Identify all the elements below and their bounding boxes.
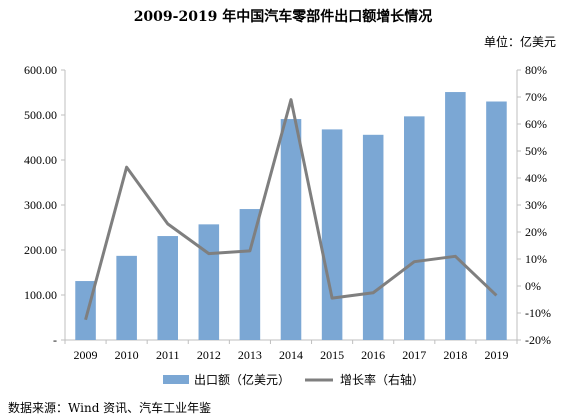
- right-tick-label: 70%: [525, 90, 547, 104]
- right-tick-label: 30%: [525, 198, 547, 212]
- legend-bar-swatch: [163, 375, 189, 384]
- left-tick-label: 400.00: [24, 153, 57, 167]
- left-tick-label: 600.00: [24, 63, 57, 77]
- bar-2011: [157, 236, 178, 340]
- unit-label: 单位：亿美元: [483, 35, 556, 49]
- right-tick-label: -10%: [525, 306, 551, 320]
- bar-2019: [486, 101, 507, 340]
- right-tick-label: 40%: [525, 171, 547, 185]
- bar-2015: [321, 129, 343, 340]
- left-tick-label: 300.00: [24, 198, 57, 212]
- x-tick-label: 2014: [279, 348, 303, 362]
- x-tick-label: 2016: [361, 348, 385, 362]
- chart-title: 2009-2019 年中国汽车零部件出口额增长情况: [133, 9, 433, 25]
- right-tick-label: 50%: [525, 144, 547, 158]
- right-tick-label: 80%: [525, 63, 547, 77]
- bar-2013: [239, 209, 261, 340]
- x-tick-label: 2012: [197, 348, 221, 362]
- x-tick-label: 2019: [484, 348, 508, 362]
- legend-bar-label: 出口额（亿美元）: [194, 372, 290, 387]
- x-tick-label: 2010: [115, 348, 139, 362]
- x-tick-label: 2015: [320, 348, 344, 362]
- right-tick-label: 10%: [525, 252, 547, 266]
- bar-2012: [198, 224, 220, 340]
- left-tick-label: 100.00: [24, 288, 57, 302]
- x-tick-label: 2013: [238, 348, 262, 362]
- right-tick-label: 60%: [525, 117, 547, 131]
- right-tick-label: -20%: [525, 333, 551, 347]
- bar-2018: [445, 92, 466, 340]
- x-tick-label: 2018: [443, 348, 467, 362]
- bar-2010: [116, 255, 137, 340]
- source-note: 数据来源：Wind 资讯、汽车工业年鉴: [8, 401, 212, 415]
- x-tick-label: 2011: [156, 348, 180, 362]
- left-tick-label: -: [53, 333, 57, 347]
- x-tick-label: 2017: [402, 348, 426, 362]
- left-tick-label: 500.00: [24, 108, 57, 122]
- bar-2016: [362, 134, 384, 340]
- right-tick-label: 20%: [525, 225, 547, 239]
- right-tick-label: 0%: [525, 279, 541, 293]
- x-tick-label: 2009: [74, 348, 98, 362]
- bar-2017: [404, 116, 425, 340]
- bar-2014: [280, 119, 302, 340]
- legend-line-label: 增长率（右轴）: [340, 372, 424, 387]
- left-tick-label: 200.00: [24, 243, 57, 257]
